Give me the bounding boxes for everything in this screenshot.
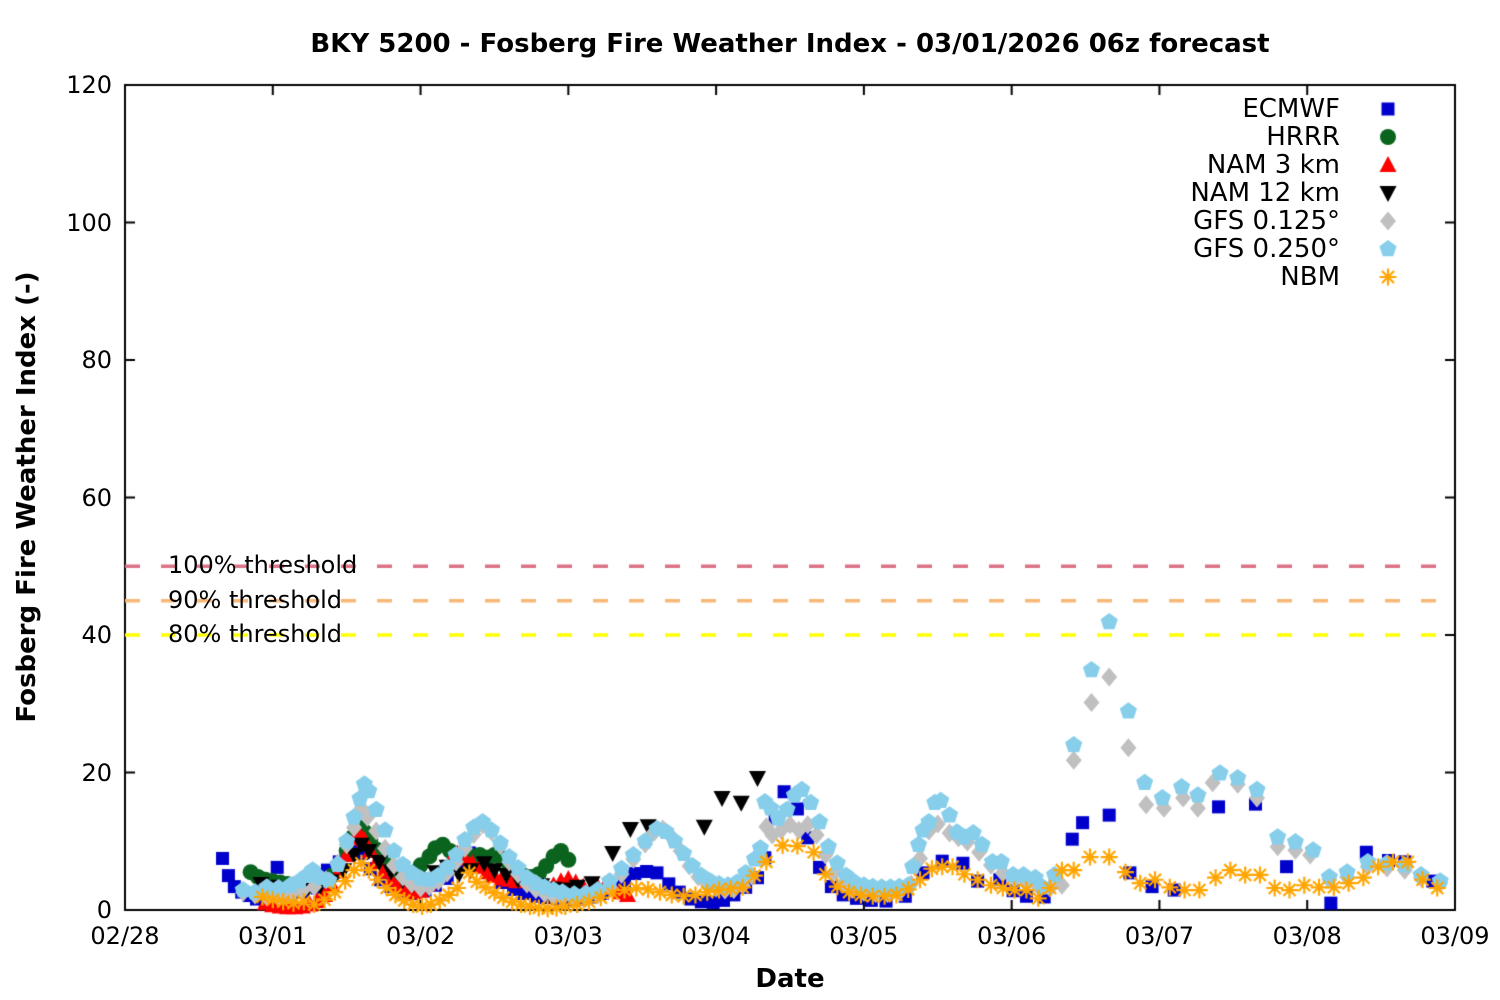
x-tick-label: 03/03: [533, 922, 603, 950]
y-tick-label: 100: [66, 208, 112, 237]
threshold-label: 90% threshold: [168, 585, 342, 614]
y-tick-label: 40: [81, 621, 112, 649]
threshold-label: 100% threshold: [168, 551, 358, 580]
x-tick-label: 03/05: [829, 922, 899, 950]
x-tick-label: 03/04: [681, 922, 751, 950]
y-tick-label: 20: [81, 758, 112, 787]
x-tick-label: 03/02: [385, 922, 456, 950]
y-tick-label: 0: [96, 896, 112, 924]
legend-label: GFS 0.125°: [1193, 206, 1340, 236]
legend-label: ECMWF: [1242, 94, 1340, 124]
x-axis-title: Date: [755, 964, 825, 994]
y-tick-label: 60: [81, 483, 112, 512]
x-tick-label: 03/06: [977, 922, 1047, 950]
x-tick-label: 03/09: [1420, 922, 1490, 950]
legend-label: NAM 3 km: [1206, 150, 1340, 180]
x-tick-label: 03/08: [1272, 922, 1342, 950]
y-axis-title: Fosberg Fire Weather Index (-): [12, 271, 42, 723]
x-tick-label: 03/01: [238, 922, 308, 950]
y-tick-label: 120: [66, 71, 112, 99]
y-tick-label: 80: [81, 346, 112, 374]
legend-label: GFS 0.250°: [1193, 234, 1340, 264]
legend-label: HRRR: [1266, 122, 1340, 152]
threshold-label: 80% threshold: [168, 619, 342, 648]
legend-label: NBM: [1280, 262, 1340, 292]
chart-title: BKY 5200 - Fosberg Fire Weather Index - …: [310, 29, 1270, 59]
x-tick-label: 03/07: [1124, 922, 1195, 950]
legend-label: NAM 12 km: [1190, 178, 1340, 208]
x-tick-label: 02/28: [90, 922, 160, 950]
